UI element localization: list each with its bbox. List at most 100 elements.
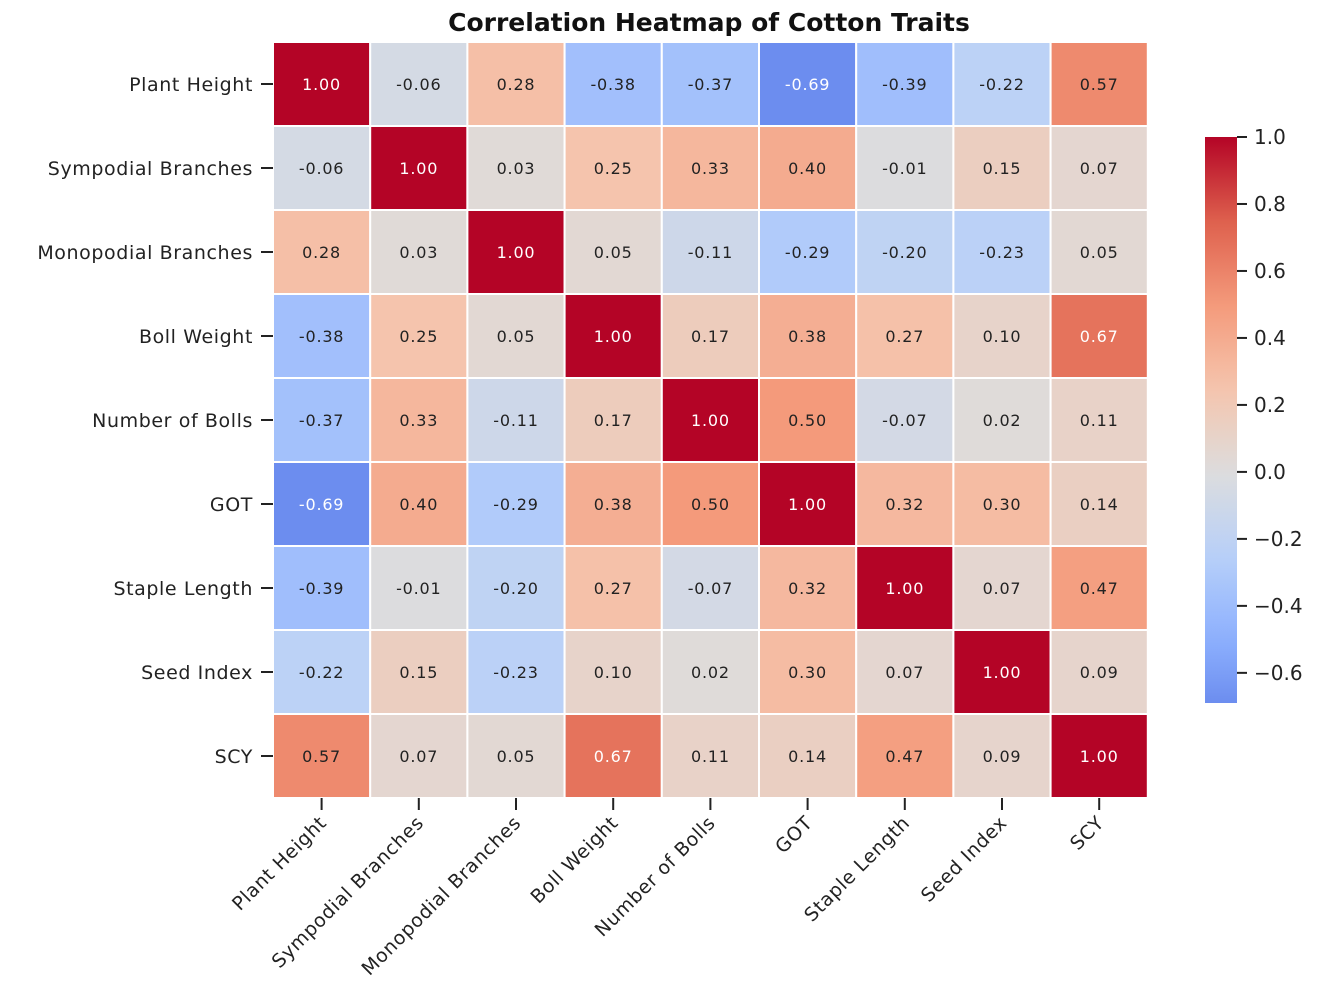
cell-value-label: -0.06 xyxy=(299,159,344,178)
heatmap-cell-seed-index-plant-height xyxy=(272,629,372,715)
cell-value-label: 0.07 xyxy=(399,747,438,766)
heatmap-cell-got-got xyxy=(758,461,858,547)
heatmap-cell-scy-monopodial-branches xyxy=(466,713,566,799)
colorbar-tick-label: 0.0 xyxy=(1254,460,1286,484)
y-tick-label-sympodial-branches: Sympodial Branches xyxy=(48,158,253,180)
cell-value-label: 0.09 xyxy=(1080,663,1119,682)
y-tick-label-seed-index: Seed Index xyxy=(141,662,253,684)
cell-value-label: 0.33 xyxy=(691,159,730,178)
heatmap-cell-got-scy xyxy=(1049,461,1149,547)
cell-value-label: -0.23 xyxy=(493,663,538,682)
heatmap-cell-number-of-bolls-staple-length xyxy=(855,377,955,463)
cell-value-label: -0.20 xyxy=(882,243,927,262)
heatmap-cell-staple-length-sympodial-branches xyxy=(369,545,469,631)
y-tick-label-boll-weight: Boll Weight xyxy=(139,326,253,348)
cell-value-label: 1.00 xyxy=(691,411,730,430)
heatmap-cell-scy-boll-weight xyxy=(563,713,663,799)
cell-value-label: -0.37 xyxy=(299,411,344,430)
y-axis-labels: Plant Height Sympodial Branches Monopodial… xyxy=(37,74,273,768)
cell-value-label: -0.01 xyxy=(882,159,927,178)
heatmap-cell-boll-weight-plant-height xyxy=(272,293,372,379)
cell-value-label: -0.37 xyxy=(688,75,733,94)
heatmap-cell-got-number-of-bolls xyxy=(660,461,760,547)
heatmap-cell-monopodial-branches-scy xyxy=(1049,209,1149,295)
cell-value-label: 0.67 xyxy=(1080,327,1119,346)
heatmap-cell-scy-got xyxy=(758,713,858,799)
cell-value-label: -0.39 xyxy=(882,75,927,94)
heatmap-cell-seed-index-scy xyxy=(1049,629,1149,715)
cell-value-label: 0.03 xyxy=(399,243,438,262)
heatmap-cell-got-plant-height xyxy=(272,461,372,547)
y-tick-label-got: GOT xyxy=(210,494,253,516)
cell-value-label: -0.29 xyxy=(785,243,830,262)
cell-value-label: 0.47 xyxy=(885,747,924,766)
heatmap-cells: 1.00 -0.06 0.28 -0.38 -0.37 -0.69 -0.39 -0.22 0.… xyxy=(272,41,1149,799)
cell-value-label: 0.05 xyxy=(594,243,633,262)
cell-value-label: 0.25 xyxy=(399,327,438,346)
heatmap-cell-boll-weight-boll-weight xyxy=(563,293,663,379)
heatmap-cell-number-of-bolls-scy xyxy=(1049,377,1149,463)
cell-value-label: 1.00 xyxy=(788,495,827,514)
colorbar-tick-label: 1.0 xyxy=(1254,125,1286,149)
cell-value-label: 0.15 xyxy=(983,159,1022,178)
heatmap-cell-seed-index-number-of-bolls xyxy=(660,629,760,715)
cell-value-label: 1.00 xyxy=(594,327,633,346)
colorbar-tick-label: −0.6 xyxy=(1254,661,1303,685)
cell-value-label: -0.22 xyxy=(299,663,344,682)
cell-value-label: 0.47 xyxy=(1080,579,1119,598)
cell-value-label: 1.00 xyxy=(497,243,536,262)
y-tick-label-number-of-bolls: Number of Bolls xyxy=(92,410,253,432)
cell-value-label: 0.27 xyxy=(594,579,633,598)
heatmap-cell-scy-sympodial-branches xyxy=(369,713,469,799)
colorbar-tick-label: 0.4 xyxy=(1254,326,1286,350)
heatmap-cell-number-of-bolls-got xyxy=(758,377,858,463)
heatmap-cell-plant-height-sympodial-branches xyxy=(369,41,469,127)
cell-value-label: -0.11 xyxy=(688,243,733,262)
cell-value-label: -0.20 xyxy=(493,579,538,598)
cell-value-label: 0.02 xyxy=(983,411,1022,430)
cell-value-label: -0.69 xyxy=(785,75,830,94)
cell-value-label: -0.11 xyxy=(493,411,538,430)
cell-value-label: 1.00 xyxy=(302,75,341,94)
heatmap-cell-monopodial-branches-monopodial-branches xyxy=(466,209,566,295)
x-tick-label-got: GOT xyxy=(771,812,817,858)
cell-value-label: -0.07 xyxy=(688,579,733,598)
cell-value-label: 0.32 xyxy=(788,579,827,598)
cell-value-label: 0.14 xyxy=(1080,495,1119,514)
cell-value-label: 0.32 xyxy=(885,495,924,514)
cell-value-label: 0.10 xyxy=(983,327,1022,346)
heatmap-cell-plant-height-got xyxy=(758,41,858,127)
cell-value-label: 0.11 xyxy=(1080,411,1119,430)
cell-value-label: 0.38 xyxy=(788,327,827,346)
chart-title: Correlation Heatmap of Cotton Traits xyxy=(448,8,970,37)
heatmap-cell-sympodial-branches-number-of-bolls xyxy=(660,125,760,211)
cell-value-label: -0.39 xyxy=(299,579,344,598)
heatmap-cell-monopodial-branches-sympodial-branches xyxy=(369,209,469,295)
cell-value-label: -0.01 xyxy=(396,579,441,598)
heatmap-cell-scy-plant-height xyxy=(272,713,372,799)
cell-value-label: 0.57 xyxy=(1080,75,1119,94)
heatmap-cell-seed-index-boll-weight xyxy=(563,629,663,715)
cell-value-label: -0.38 xyxy=(590,75,635,94)
cell-value-label: 0.40 xyxy=(788,159,827,178)
cell-value-label: 0.11 xyxy=(691,747,730,766)
heatmap-cell-sympodial-branches-scy xyxy=(1049,125,1149,211)
heatmap-cell-staple-length-plant-height xyxy=(272,545,372,631)
cell-value-label: 1.00 xyxy=(885,579,924,598)
cell-value-label: -0.07 xyxy=(882,411,927,430)
heatmap-cell-got-sympodial-branches xyxy=(369,461,469,547)
cell-value-label: 0.67 xyxy=(594,747,633,766)
heatmap-cell-got-boll-weight xyxy=(563,461,663,547)
heatmap-cell-seed-index-got xyxy=(758,629,858,715)
cell-value-label: 0.07 xyxy=(885,663,924,682)
cell-value-label: -0.38 xyxy=(299,327,344,346)
heatmap-cell-monopodial-branches-boll-weight xyxy=(563,209,663,295)
cell-value-label: 0.27 xyxy=(885,327,924,346)
cell-value-label: 0.50 xyxy=(691,495,730,514)
heatmap-cell-got-seed-index xyxy=(952,461,1052,547)
cell-value-label: 1.00 xyxy=(1080,747,1119,766)
cell-value-label: 0.15 xyxy=(399,663,438,682)
cell-value-label: 1.00 xyxy=(983,663,1022,682)
